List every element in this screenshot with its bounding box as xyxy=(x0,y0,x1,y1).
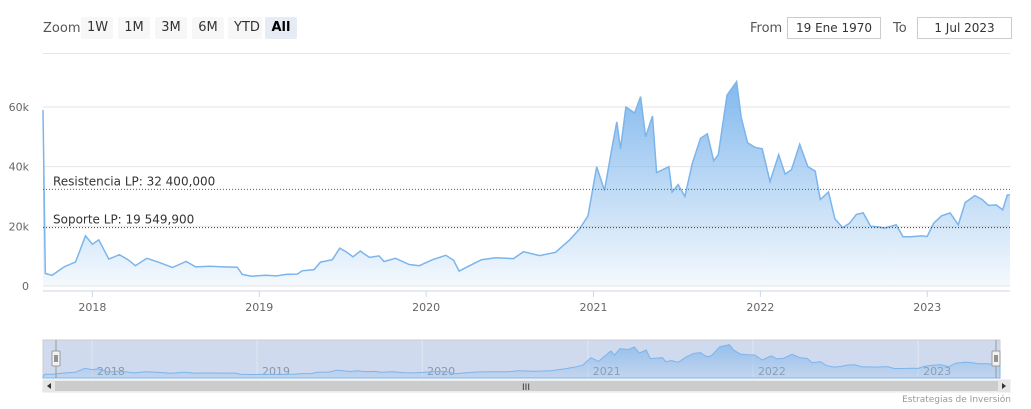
from-label: From xyxy=(750,21,783,36)
resistance-label: Resistencia LP: 32 400,000 xyxy=(53,174,215,188)
zoom-all-button[interactable]: All xyxy=(265,17,297,39)
x-tick-label: 2021 xyxy=(579,301,607,314)
navigator-series xyxy=(42,344,1001,379)
series-area-fill xyxy=(43,81,1010,286)
y-tick-label: 20k xyxy=(9,220,30,233)
series-line xyxy=(42,79,1010,277)
scroll-left-arrow-icon xyxy=(47,383,51,389)
x-tick-label: 2023 xyxy=(913,301,941,314)
support-label: Soporte LP: 19 549,900 xyxy=(53,213,194,227)
zoom-3m-button[interactable]: 3M xyxy=(155,17,187,39)
toolbar-divider xyxy=(43,53,1010,54)
navigator-right-handle[interactable] xyxy=(991,350,1001,367)
y-tick-label: 60k xyxy=(9,101,30,114)
zoom-label: Zoom xyxy=(43,21,81,36)
plot-lines: Resistencia LP: 32 400,000 Soporte LP: 19… xyxy=(43,174,1010,229)
x-tick-label: 2022 xyxy=(746,301,774,314)
series-area xyxy=(42,79,1010,286)
from-date-input[interactable] xyxy=(787,17,881,39)
zoom-ytd-button[interactable]: YTD xyxy=(228,17,262,39)
scrollbar-grip[interactable]: III xyxy=(522,383,530,393)
y-axis: 0 20k 40k 60k xyxy=(9,101,30,293)
zoom-1w-button[interactable]: 1W xyxy=(81,17,113,39)
x-tick-label: 2018 xyxy=(78,301,106,314)
credit-text: Estrategias de Inversión xyxy=(902,395,1011,405)
to-label: To xyxy=(893,21,907,36)
y-tick-label: 40k xyxy=(9,161,30,174)
scroll-right-arrow-icon xyxy=(1002,383,1006,389)
x-tick-label: 2020 xyxy=(412,301,440,314)
y-tick-label: 0 xyxy=(22,280,29,293)
scrollbar[interactable]: III xyxy=(42,379,1011,393)
range-selector: Zoom 1W 1M 3M 6M YTD All From To xyxy=(0,0,1031,56)
to-date-input[interactable] xyxy=(917,17,1012,39)
x-axis: 2018 2019 2020 2021 2022 2023 xyxy=(43,290,1010,314)
x-tick-label: 2019 xyxy=(245,301,273,314)
zoom-6m-button[interactable]: 6M xyxy=(192,17,224,39)
scrollbar-thumb[interactable] xyxy=(55,381,998,391)
zoom-1m-button[interactable]: 1M xyxy=(118,17,150,39)
navigator-left-handle[interactable] xyxy=(51,350,61,367)
